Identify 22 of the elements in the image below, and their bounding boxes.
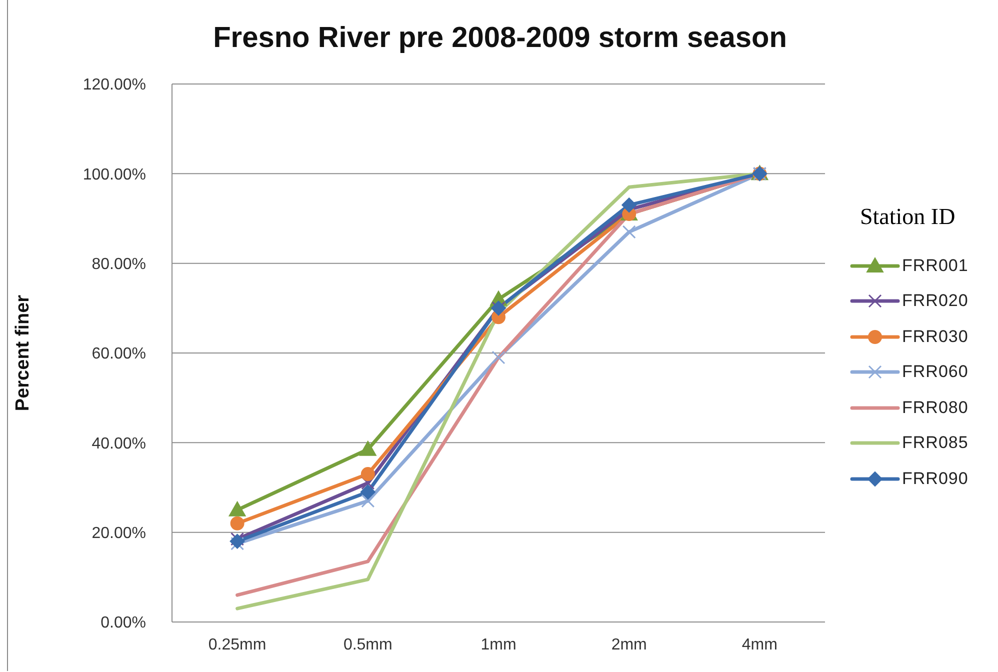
legend-title: Station ID [860, 204, 956, 230]
legend-label: FRR090 [902, 468, 968, 489]
y-tick-label: 20.00% [92, 525, 146, 542]
y-tick-label: 60.00% [92, 346, 146, 363]
y-tick-label: 100.00% [82, 166, 146, 184]
legend-label: FRR060 [902, 362, 968, 382]
x-tick-label: 2mm [611, 636, 647, 654]
y-tick-label: 120.00% [82, 76, 146, 94]
y-axis-title: Percent finer [12, 294, 34, 412]
x-tick-label: 4mm [742, 636, 778, 654]
legend-label: FRR085 [902, 433, 968, 454]
y-tick-label: 40.00% [92, 435, 146, 452]
chart-title: Fresno River pre 2008-2009 storm season [212, 22, 788, 55]
legend-label: FRR020 [902, 291, 968, 312]
y-tick-label: 80.00% [92, 256, 146, 274]
legend-label: FRR080 [902, 398, 968, 418]
x-tick-label: 0.25mm [208, 636, 266, 654]
x-tick-label: 0.5mm [343, 636, 392, 654]
legend-label: FRR030 [902, 326, 968, 347]
x-tick-label: 1mm [480, 636, 516, 654]
legend-label: FRR001 [902, 256, 968, 276]
y-tick-label: 0.00% [100, 614, 146, 632]
